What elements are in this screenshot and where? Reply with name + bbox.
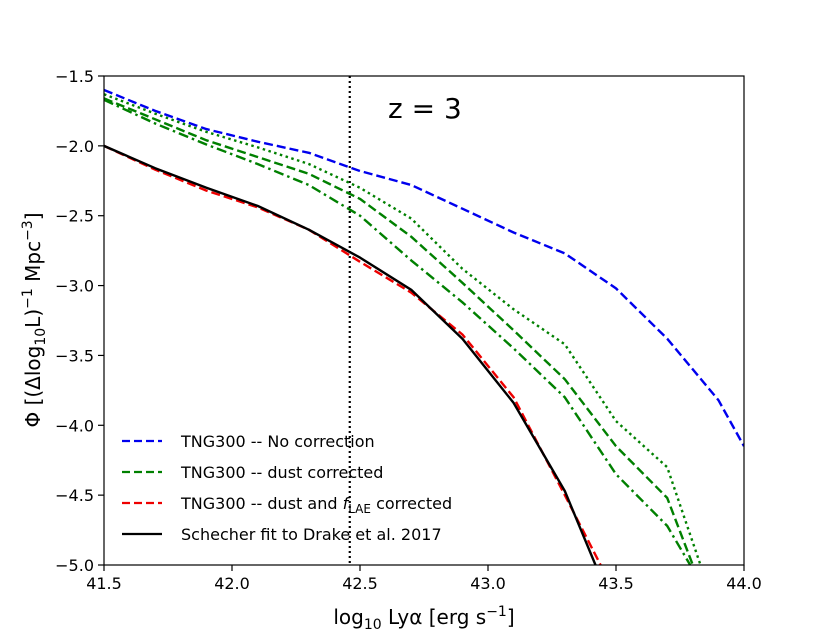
series-line-2 (104, 93, 702, 565)
y-tick-label: −5.0 (55, 556, 94, 575)
legend: TNG300 -- No correction TNG300 -- dust c… (122, 432, 452, 544)
axes-frame (103, 75, 745, 566)
y-tick-label: −4.5 (55, 486, 94, 505)
y-tick-label: −1.5 (55, 67, 94, 86)
ticks-layer: 41.5 42.0 42.5 43.0 43.5 44.0 −1.5 −2.0 −2.5 −3.0… (55, 67, 762, 593)
x-tick-label: 43.0 (470, 574, 506, 593)
series-layer (104, 76, 744, 565)
x-tick-label: 43.5 (598, 574, 634, 593)
legend-label-schechter: Schecher fit to Drake et al. 2017 (181, 525, 442, 544)
x-tick-label: 44.0 (726, 574, 762, 593)
x-tick-label: 41.5 (86, 574, 122, 593)
y-axis-label: Φ [(Δlog10L)−1 Mpc−3] (20, 212, 49, 427)
x-axis-label: log10 Lyα [erg s−1] (333, 604, 514, 633)
legend-label-dust-corrected: TNG300 -- dust corrected (180, 463, 383, 482)
y-tick-label: −2.0 (55, 137, 94, 156)
legend-label-dust-flae-corrected: TNG300 -- dust and fLAE corrected (180, 494, 452, 516)
series-line-0 (104, 88, 744, 447)
y-tick-label: −3.0 (55, 277, 94, 296)
series-line-3 (104, 98, 692, 565)
y-tick-label: −2.5 (55, 207, 94, 226)
x-tick-label: 42.0 (214, 574, 250, 593)
series-line-5 (104, 144, 597, 565)
x-tick-label: 42.5 (342, 574, 378, 593)
legend-label-no-correction: TNG300 -- No correction (180, 432, 375, 451)
redshift-annotation: z = 3 (388, 92, 462, 125)
series-line-1 (104, 97, 694, 565)
y-tick-label: −3.5 (55, 346, 94, 365)
y-tick-label: −4.0 (55, 416, 94, 435)
